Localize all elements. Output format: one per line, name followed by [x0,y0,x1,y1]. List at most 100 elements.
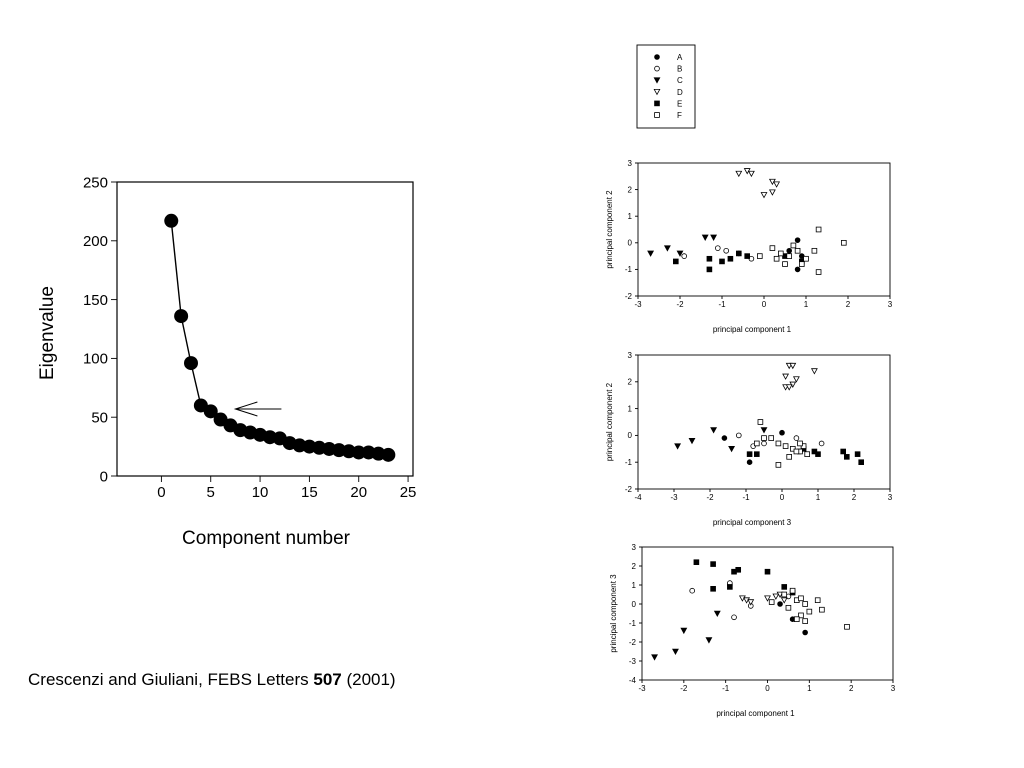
point-D [785,384,793,391]
citation-text: Crescenzi and Giuliani, FEBS Letters [28,670,314,689]
data-point [184,356,198,371]
point-F [798,612,804,619]
point-F [797,440,803,447]
x-tick-label: 0 [762,300,767,309]
legend-marker-E [654,100,660,107]
point-B [689,587,695,594]
y-axis-label: principal component 2 [605,382,614,461]
legend-marker-B [654,65,660,72]
y-tick-label: -2 [625,485,633,494]
x-tick-label: -3 [634,300,642,309]
point-C [705,637,713,644]
point-F [754,440,760,447]
point-C [663,245,671,252]
point-D [780,597,788,604]
x-axis-label: principal component 3 [713,518,792,527]
point-D [760,192,768,199]
arrow-head [233,401,258,417]
plot-frame [116,181,414,477]
point-E [781,584,788,590]
point-D [776,591,784,598]
y-tick-label: -3 [629,657,637,666]
point-E [736,250,742,257]
x-tick-label: -4 [634,493,642,502]
point-A [746,459,753,466]
point-F [815,226,822,233]
point-E [710,561,716,567]
data-point [203,404,218,419]
y-tick-label: 3 [628,351,633,360]
point-F [815,269,822,275]
x-tick-label: 3 [891,684,896,693]
point-F [757,419,764,425]
point-E [719,258,725,265]
data-point [164,213,179,228]
x-axis-label: Component number [182,528,351,549]
x-tick-label: 25 [400,484,417,501]
y-tick-label: 2 [632,562,637,571]
point-C [688,437,696,445]
point-B [793,435,800,441]
y-tick-label: 1 [628,212,633,221]
y-tick-label: 3 [628,159,633,168]
point-F [773,255,780,262]
point-F [844,624,850,630]
point-D [810,368,818,375]
y-tick-label: -1 [625,458,633,467]
legend-marker-F [654,112,660,118]
point-F [806,608,813,615]
point-F [768,599,775,605]
legend-marker-D [653,89,661,96]
point-D [768,189,776,196]
point-D [747,170,755,178]
y-tick-label: 1 [628,404,633,413]
y-tick-label: 0 [628,431,633,440]
point-A [777,601,783,607]
citation: Crescenzi and Giuliani, FEBS Letters 507… [28,670,396,690]
chart-pc3_pc2: -4 -3 -2 -1 0 1 2 3 -2 -1 0 1 2 3 principal component … [605,351,893,527]
y-tick-label: 2 [628,185,633,194]
citation-year: (2001) [341,670,396,689]
point-A [721,435,728,441]
point-E [746,451,753,457]
x-tick-label: 10 [252,484,269,501]
legend-label-D: D [677,88,683,97]
point-C [676,250,684,257]
legend-label-B: B [677,65,682,74]
legend-marker-C [653,77,661,84]
point-F [793,616,800,622]
point-F [769,245,776,251]
y-tick-label: 100 [83,351,108,368]
x-tick-label: -2 [680,684,688,693]
x-tick-label: 1 [816,493,821,502]
point-E [706,266,713,273]
point-D [764,595,771,602]
y-tick-label: -1 [629,619,637,628]
point-C [651,654,658,661]
x-tick-label: -1 [722,684,730,693]
point-F [802,601,808,607]
point-F [799,261,805,267]
plot-frame [641,546,894,681]
x-tick-label: -1 [718,300,726,309]
x-axis-label: principal component 1 [713,325,792,334]
data-point [174,309,189,324]
x-tick-label: 1 [807,684,812,693]
point-F [768,435,774,441]
y-tick-label: 50 [91,409,108,426]
point-D [782,373,790,380]
point-C [701,234,709,241]
point-A [794,237,801,243]
point-B [761,440,767,447]
series-line [170,220,389,456]
point-F [785,605,792,611]
point-C [674,443,682,450]
point-F [790,242,797,249]
point-F [761,435,767,441]
point-F [757,253,763,259]
x-tick-label: 15 [301,484,318,501]
point-F [793,448,800,455]
